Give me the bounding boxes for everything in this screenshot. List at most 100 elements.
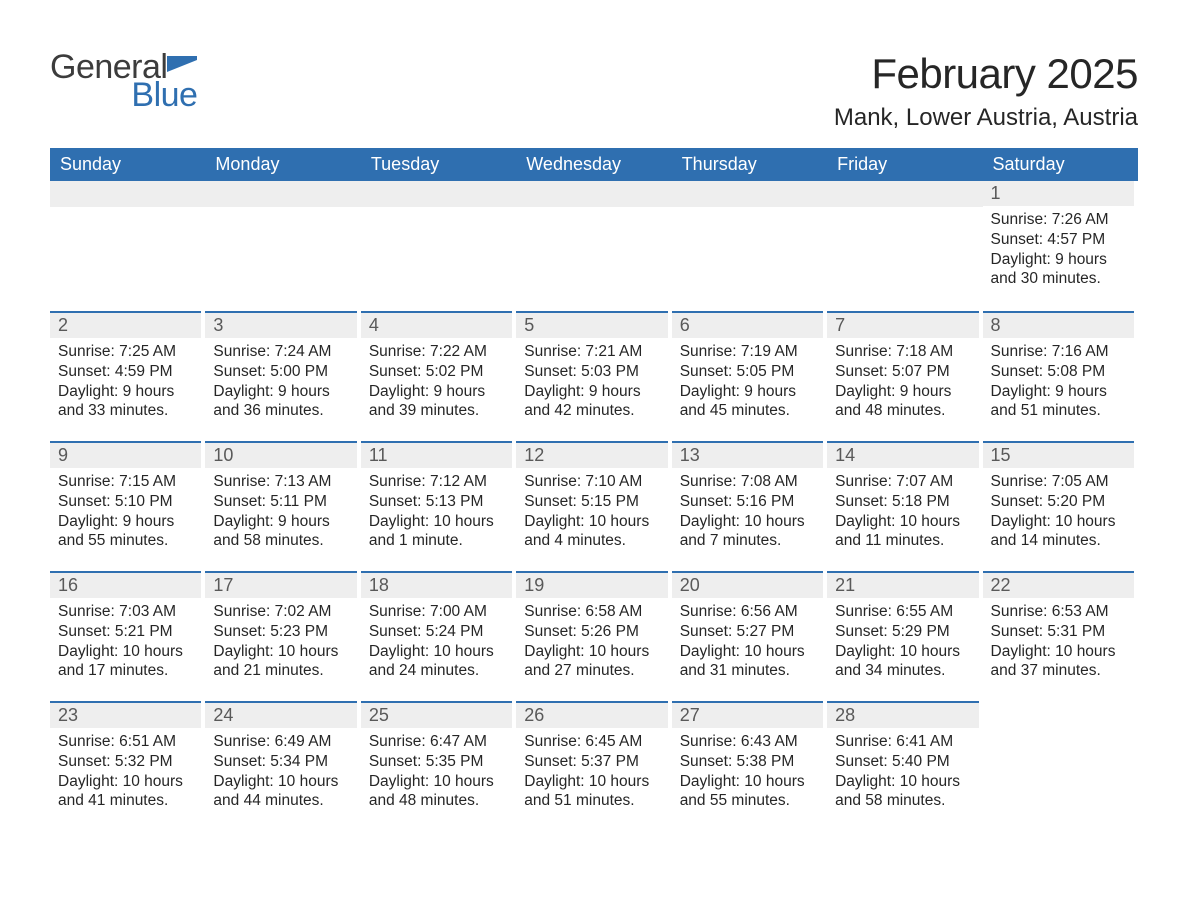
- calendar-day-cell: 20Sunrise: 6:56 AMSunset: 5:27 PMDayligh…: [672, 571, 827, 701]
- day-number: 28: [827, 701, 978, 728]
- day-sunset: Sunset: 5:03 PM: [524, 362, 659, 382]
- calendar-day-cell: 4Sunrise: 7:22 AMSunset: 5:02 PMDaylight…: [361, 311, 516, 441]
- day-sunset: Sunset: 5:07 PM: [835, 362, 970, 382]
- calendar-day-cell: 10Sunrise: 7:13 AMSunset: 5:11 PMDayligh…: [205, 441, 360, 571]
- day-sunrise: Sunrise: 6:49 AM: [213, 732, 348, 752]
- day-number: 18: [361, 571, 512, 598]
- day-sunset: Sunset: 5:32 PM: [58, 752, 193, 772]
- day-number: 4: [361, 311, 512, 338]
- day-sunrise: Sunrise: 6:47 AM: [369, 732, 504, 752]
- day-number: 13: [672, 441, 823, 468]
- day-daylight1: Daylight: 9 hours: [680, 382, 815, 402]
- calendar-day-cell: 1Sunrise: 7:26 AMSunset: 4:57 PMDaylight…: [983, 181, 1138, 311]
- calendar-day-cell: 12Sunrise: 7:10 AMSunset: 5:15 PMDayligh…: [516, 441, 671, 571]
- calendar-day-cell: 6Sunrise: 7:19 AMSunset: 5:05 PMDaylight…: [672, 311, 827, 441]
- calendar-day-cell: 26Sunrise: 6:45 AMSunset: 5:37 PMDayligh…: [516, 701, 671, 831]
- day-details: Sunrise: 7:18 AMSunset: 5:07 PMDaylight:…: [827, 338, 978, 421]
- day-details: Sunrise: 7:07 AMSunset: 5:18 PMDaylight:…: [827, 468, 978, 551]
- day-sunset: Sunset: 5:40 PM: [835, 752, 970, 772]
- calendar-day-cell: [205, 181, 360, 311]
- header-row: General Blue February 2025 Mank, Lower A…: [50, 50, 1138, 140]
- day-daylight1: Daylight: 9 hours: [991, 250, 1126, 270]
- day-number: 12: [516, 441, 667, 468]
- day-sunset: Sunset: 5:23 PM: [213, 622, 348, 642]
- day-details: Sunrise: 6:43 AMSunset: 5:38 PMDaylight:…: [672, 728, 823, 811]
- day-details: Sunrise: 7:22 AMSunset: 5:02 PMDaylight:…: [361, 338, 512, 421]
- day-daylight2: and 14 minutes.: [991, 531, 1126, 551]
- day-details: Sunrise: 7:26 AMSunset: 4:57 PMDaylight:…: [983, 206, 1134, 289]
- day-sunset: Sunset: 4:57 PM: [991, 230, 1126, 250]
- day-sunrise: Sunrise: 7:08 AM: [680, 472, 815, 492]
- day-sunrise: Sunrise: 7:02 AM: [213, 602, 348, 622]
- day-daylight1: Daylight: 10 hours: [680, 642, 815, 662]
- day-daylight1: Daylight: 10 hours: [213, 772, 348, 792]
- weekday-header: Wednesday: [516, 148, 671, 181]
- day-daylight2: and 39 minutes.: [369, 401, 504, 421]
- calendar-table: Sunday Monday Tuesday Wednesday Thursday…: [50, 148, 1138, 831]
- day-daylight1: Daylight: 10 hours: [835, 512, 970, 532]
- day-daylight2: and 37 minutes.: [991, 661, 1126, 681]
- day-number: 1: [983, 181, 1134, 206]
- calendar-week-row: 9Sunrise: 7:15 AMSunset: 5:10 PMDaylight…: [50, 441, 1138, 571]
- day-details: Sunrise: 7:00 AMSunset: 5:24 PMDaylight:…: [361, 598, 512, 681]
- day-details: Sunrise: 7:15 AMSunset: 5:10 PMDaylight:…: [50, 468, 201, 551]
- day-number: 23: [50, 701, 201, 728]
- day-sunrise: Sunrise: 7:15 AM: [58, 472, 193, 492]
- calendar-page: General Blue February 2025 Mank, Lower A…: [0, 0, 1188, 851]
- day-number: 6: [672, 311, 823, 338]
- calendar-day-cell: 28Sunrise: 6:41 AMSunset: 5:40 PMDayligh…: [827, 701, 982, 831]
- brand-logo: General Blue: [50, 50, 197, 112]
- day-sunrise: Sunrise: 7:21 AM: [524, 342, 659, 362]
- day-daylight1: Daylight: 9 hours: [369, 382, 504, 402]
- day-sunset: Sunset: 5:27 PM: [680, 622, 815, 642]
- day-daylight1: Daylight: 10 hours: [680, 512, 815, 532]
- day-sunrise: Sunrise: 7:07 AM: [835, 472, 970, 492]
- calendar-day-cell: 11Sunrise: 7:12 AMSunset: 5:13 PMDayligh…: [361, 441, 516, 571]
- day-daylight2: and 11 minutes.: [835, 531, 970, 551]
- day-details: Sunrise: 7:02 AMSunset: 5:23 PMDaylight:…: [205, 598, 356, 681]
- day-sunset: Sunset: 5:34 PM: [213, 752, 348, 772]
- day-sunset: Sunset: 5:00 PM: [213, 362, 348, 382]
- day-number: 15: [983, 441, 1134, 468]
- day-sunset: Sunset: 5:16 PM: [680, 492, 815, 512]
- day-details: Sunrise: 7:03 AMSunset: 5:21 PMDaylight:…: [50, 598, 201, 681]
- day-details: Sunrise: 6:58 AMSunset: 5:26 PMDaylight:…: [516, 598, 667, 681]
- calendar-day-cell: 15Sunrise: 7:05 AMSunset: 5:20 PMDayligh…: [983, 441, 1138, 571]
- calendar-week-row: 23Sunrise: 6:51 AMSunset: 5:32 PMDayligh…: [50, 701, 1138, 831]
- day-number: 2: [50, 311, 201, 338]
- empty-day-bar: [827, 181, 982, 207]
- day-sunrise: Sunrise: 7:19 AM: [680, 342, 815, 362]
- calendar-day-cell: 16Sunrise: 7:03 AMSunset: 5:21 PMDayligh…: [50, 571, 205, 701]
- day-sunrise: Sunrise: 7:00 AM: [369, 602, 504, 622]
- weekday-header: Thursday: [672, 148, 827, 181]
- day-daylight1: Daylight: 10 hours: [524, 772, 659, 792]
- day-daylight2: and 51 minutes.: [991, 401, 1126, 421]
- day-sunset: Sunset: 5:20 PM: [991, 492, 1126, 512]
- day-details: Sunrise: 7:21 AMSunset: 5:03 PMDaylight:…: [516, 338, 667, 421]
- day-daylight2: and 31 minutes.: [680, 661, 815, 681]
- title-area: February 2025 Mank, Lower Austria, Austr…: [834, 50, 1138, 140]
- day-sunset: Sunset: 5:21 PM: [58, 622, 193, 642]
- day-sunrise: Sunrise: 6:56 AM: [680, 602, 815, 622]
- day-sunrise: Sunrise: 7:03 AM: [58, 602, 193, 622]
- day-sunset: Sunset: 5:29 PM: [835, 622, 970, 642]
- day-sunrise: Sunrise: 6:41 AM: [835, 732, 970, 752]
- day-sunset: Sunset: 5:37 PM: [524, 752, 659, 772]
- day-sunrise: Sunrise: 7:25 AM: [58, 342, 193, 362]
- day-daylight2: and 1 minute.: [369, 531, 504, 551]
- day-number: 21: [827, 571, 978, 598]
- day-daylight2: and 41 minutes.: [58, 791, 193, 811]
- day-daylight1: Daylight: 10 hours: [991, 512, 1126, 532]
- day-daylight1: Daylight: 9 hours: [991, 382, 1126, 402]
- day-number: 19: [516, 571, 667, 598]
- day-sunset: Sunset: 5:11 PM: [213, 492, 348, 512]
- calendar-day-cell: [361, 181, 516, 311]
- day-daylight1: Daylight: 10 hours: [369, 642, 504, 662]
- day-details: Sunrise: 7:13 AMSunset: 5:11 PMDaylight:…: [205, 468, 356, 551]
- day-number: 20: [672, 571, 823, 598]
- weekday-header: Saturday: [983, 148, 1138, 181]
- day-details: Sunrise: 6:56 AMSunset: 5:27 PMDaylight:…: [672, 598, 823, 681]
- calendar-body: 1Sunrise: 7:26 AMSunset: 4:57 PMDaylight…: [50, 181, 1138, 831]
- day-details: Sunrise: 7:12 AMSunset: 5:13 PMDaylight:…: [361, 468, 512, 551]
- day-daylight2: and 44 minutes.: [213, 791, 348, 811]
